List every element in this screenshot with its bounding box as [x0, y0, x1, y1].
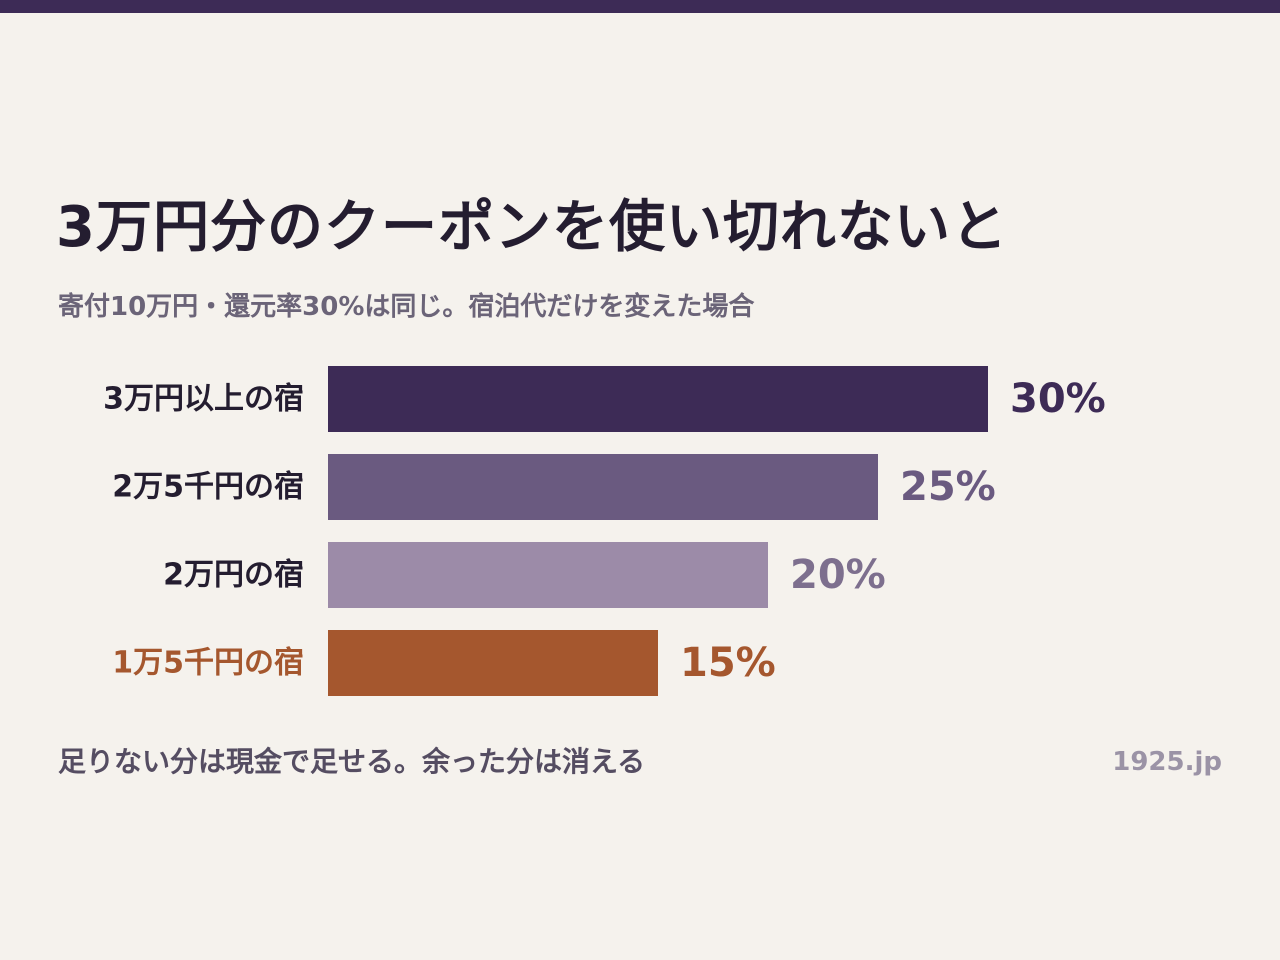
category-label: 3万円以上の宿 — [103, 382, 304, 417]
value-label: 15% — [680, 640, 776, 686]
category-label: 2万5千円の宿 — [112, 470, 304, 505]
value-label: 25% — [900, 464, 996, 510]
value-label: 30% — [1010, 376, 1106, 422]
footer-note: 足りない分は現金で足せる。余った分は消える — [58, 745, 646, 778]
bar — [328, 366, 988, 432]
bar — [328, 630, 658, 696]
source-credit: 1925.jp — [1112, 747, 1222, 777]
chart-title: 3万円分のクーポンを使い切れないと — [56, 195, 1008, 260]
category-label: 2万円の宿 — [163, 558, 304, 593]
category-label: 1万5千円の宿 — [112, 646, 304, 681]
bar — [328, 542, 768, 608]
value-label: 20% — [790, 552, 886, 598]
chart-subtitle: 寄付10万円・還元率30%は同じ。宿泊代だけを変えた場合 — [58, 292, 755, 322]
bar — [328, 454, 878, 520]
top-accent-band — [0, 0, 1280, 13]
